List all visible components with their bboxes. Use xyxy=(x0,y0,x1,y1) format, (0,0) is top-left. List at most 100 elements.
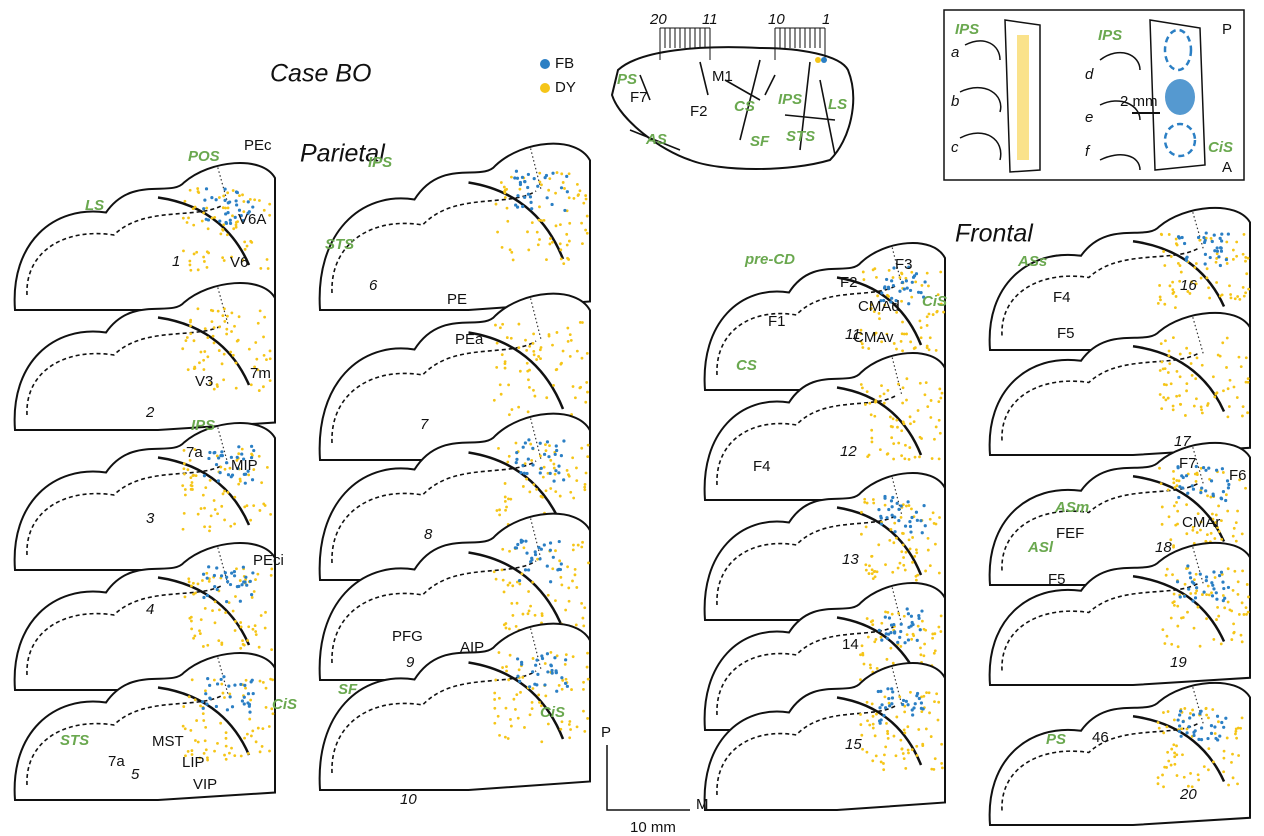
label-dot xyxy=(1162,785,1165,788)
label-dot xyxy=(189,476,192,479)
label-dot xyxy=(1160,233,1163,236)
label-dot xyxy=(223,490,226,493)
label-dot xyxy=(1214,392,1217,395)
section-outline xyxy=(990,683,1250,825)
label-dot xyxy=(193,253,196,256)
label-dot xyxy=(920,437,923,440)
label-dot xyxy=(1201,412,1204,415)
label-dot xyxy=(1200,487,1203,490)
label-dot xyxy=(1165,725,1168,728)
label-dot xyxy=(197,190,200,193)
label-dot xyxy=(570,339,573,342)
label-dot xyxy=(882,768,885,771)
label-dot xyxy=(898,695,901,698)
legend-swatch xyxy=(540,83,550,93)
label-dot xyxy=(935,349,938,352)
label-dot xyxy=(902,543,905,546)
label-dot xyxy=(921,531,924,534)
label-dot xyxy=(1177,718,1180,721)
label-dot xyxy=(263,354,266,357)
label-dot xyxy=(1171,281,1174,284)
label-dot xyxy=(535,488,538,491)
label-dot xyxy=(885,516,888,519)
label: 15 xyxy=(845,736,862,753)
label-dot xyxy=(1193,578,1196,581)
label-dot xyxy=(883,753,886,756)
label-dot xyxy=(1172,743,1175,746)
label-dot xyxy=(558,540,561,543)
label-dot xyxy=(1179,403,1182,406)
label-dot xyxy=(1214,576,1217,579)
label-dot xyxy=(586,717,589,720)
label-dot xyxy=(224,207,227,210)
label-dot xyxy=(504,500,507,503)
label-dot xyxy=(518,323,521,326)
label-dot xyxy=(257,727,260,730)
label-dot xyxy=(1173,752,1176,755)
label-dot xyxy=(207,227,210,230)
label-dot xyxy=(217,479,220,482)
label-dot xyxy=(202,212,205,215)
label-dot xyxy=(1178,236,1181,239)
label-dot xyxy=(558,559,561,562)
label-dot xyxy=(1243,295,1246,298)
label-dot xyxy=(868,724,871,727)
label-dot xyxy=(555,444,558,447)
label-dot xyxy=(530,557,533,560)
label-dot xyxy=(1194,377,1197,380)
label-dot xyxy=(581,357,584,360)
label-dot xyxy=(551,567,554,570)
label-dot xyxy=(249,240,252,243)
label-dot xyxy=(562,439,565,442)
label-dot xyxy=(249,198,252,201)
label-dot xyxy=(866,502,869,505)
label-dot xyxy=(1227,567,1230,570)
label-dot xyxy=(1205,593,1208,596)
label: 1 xyxy=(172,253,180,270)
label-dot xyxy=(868,564,871,567)
label-dot xyxy=(503,186,506,189)
label-dot xyxy=(1167,397,1170,400)
label-dot xyxy=(549,472,552,475)
label-dot xyxy=(255,740,258,743)
label-dot xyxy=(1245,272,1248,275)
label-dot xyxy=(220,574,223,577)
label-dot xyxy=(516,543,519,546)
label-dot xyxy=(240,755,243,758)
label-dot xyxy=(1222,726,1225,729)
label-dot xyxy=(582,202,585,205)
label-dot xyxy=(1170,255,1173,258)
label-dot xyxy=(1206,737,1209,740)
label-dot xyxy=(1188,571,1191,574)
label-dot xyxy=(197,582,200,585)
label-dot xyxy=(204,726,207,729)
label-dot xyxy=(208,580,211,583)
label-dot xyxy=(884,706,887,709)
label-dot xyxy=(927,285,930,288)
label-dot xyxy=(226,191,229,194)
label-dot xyxy=(504,496,507,499)
label-dot xyxy=(575,624,578,627)
label-dot xyxy=(1184,583,1187,586)
label: 20 xyxy=(1179,786,1197,803)
label: CS xyxy=(736,357,757,374)
label-dot xyxy=(935,311,938,314)
label-dot xyxy=(215,566,218,569)
label-dot xyxy=(871,703,874,706)
label-dot xyxy=(229,525,232,528)
label-dot xyxy=(500,393,503,396)
label: F2 xyxy=(690,103,708,120)
label-dot xyxy=(254,624,257,627)
label-dot xyxy=(205,207,208,210)
inset xyxy=(944,10,1244,180)
label-dot xyxy=(1223,606,1226,609)
label-dot xyxy=(931,457,934,460)
label-dot xyxy=(515,451,518,454)
label-dot xyxy=(1176,774,1179,777)
label-dot xyxy=(529,443,532,446)
label-dot xyxy=(248,348,251,351)
label-dot xyxy=(870,620,873,623)
label: 7 xyxy=(420,416,429,433)
label-dot xyxy=(919,628,922,631)
label-dot xyxy=(1198,239,1201,242)
